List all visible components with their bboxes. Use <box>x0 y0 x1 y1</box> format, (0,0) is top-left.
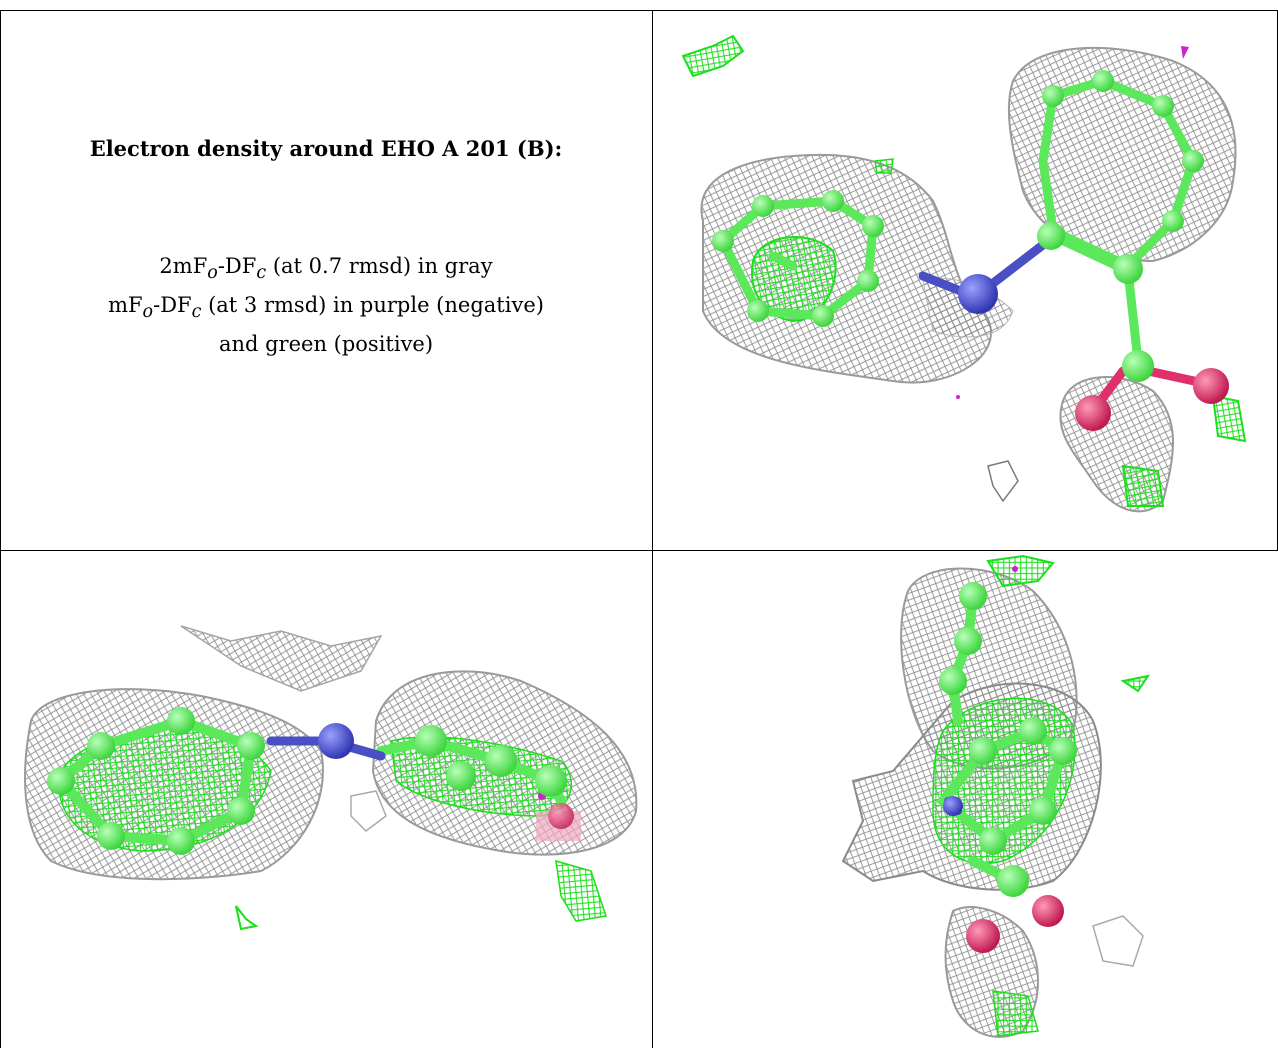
caption-line-difference: mFo-DFc (at 3 rmsd) in purple (negative) <box>0 289 652 328</box>
caption-subscript: o <box>142 302 154 323</box>
table-center-border <box>652 10 653 1048</box>
caption-subscript: c <box>256 263 267 284</box>
caption-subscript: o <box>207 263 218 284</box>
caption-text: (at 0.7 rmsd) in gray <box>266 254 493 278</box>
table-middle-border <box>0 550 1278 551</box>
caption-text: mF <box>108 293 143 318</box>
table-top-border <box>0 10 1278 11</box>
caption-subscript: c <box>191 302 202 323</box>
view-bottom-left <box>1 551 652 1048</box>
caption-line-colors: and green (positive) <box>218 332 434 357</box>
caption-text: -DF <box>153 293 192 318</box>
caption-cell: Electron density around EHO A 201 (B): 2… <box>0 10 652 550</box>
caption-text: 2mF <box>159 254 208 278</box>
caption-text: (at 3 rmsd) in purple (negative) <box>201 293 544 318</box>
molecule-density-icon <box>841 554 1151 1038</box>
molecule-density-icon <box>24 625 638 931</box>
view-top-right <box>653 11 1277 550</box>
caption-title: Electron density around EHO A 201 (B): <box>89 136 563 161</box>
molecule-density-icon <box>681 34 1247 513</box>
view-bottom-right <box>653 551 1278 1048</box>
caption-legend: 2mFo-DFc (at 0.7 rmsd) in gray mFo-DFc (… <box>0 250 652 360</box>
caption-text: -DF <box>217 254 257 278</box>
table-left-border <box>0 10 1 1048</box>
caption-line-gray: 2mFo-DFc (at 0.7 rmsd) in gray <box>0 250 652 289</box>
